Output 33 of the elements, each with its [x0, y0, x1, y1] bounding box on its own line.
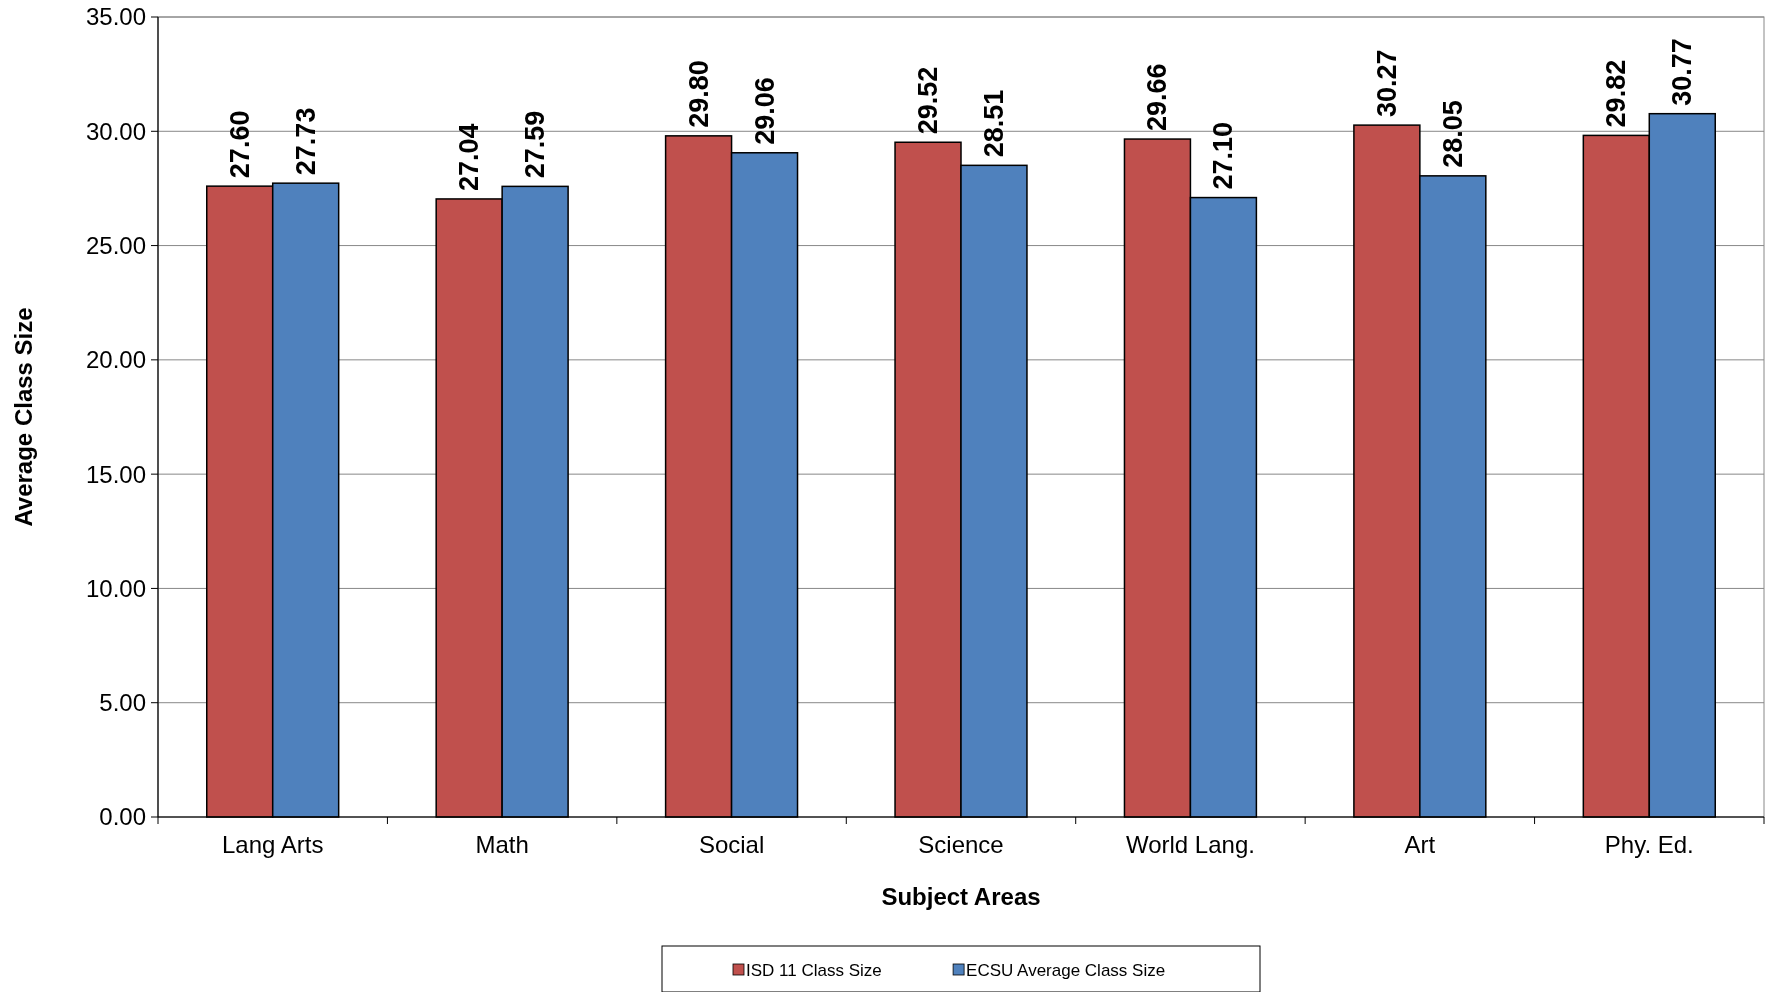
x-tick-label: World Lang.: [1125, 831, 1255, 858]
y-tick-label: 35.00: [85, 3, 146, 31]
y-tick-label: 20.00: [85, 346, 146, 374]
y-tick-label: 5.00: [99, 689, 146, 717]
x-tick-label: Math: [475, 831, 529, 858]
data-label: 29.52: [913, 66, 944, 135]
data-label: 27.10: [1208, 121, 1239, 190]
data-label: 29.06: [749, 77, 780, 145]
y-axis-title: Average Class Size: [10, 307, 37, 527]
data-label: 30.77: [1667, 38, 1698, 106]
data-label: 29.82: [1601, 59, 1632, 128]
x-tick-label: Art: [1404, 831, 1436, 858]
legend-label: ECSU Average Class Size: [966, 960, 1166, 980]
data-label: 27.73: [290, 107, 321, 176]
data-label: 28.51: [978, 89, 1009, 158]
data-label: 30.27: [1371, 49, 1402, 118]
y-tick-label: 10.00: [85, 574, 146, 602]
x-tick-label: Phy. Ed.: [1604, 831, 1694, 858]
data-label: 28.05: [1437, 100, 1468, 168]
x-tick-label: Lang Arts: [222, 831, 324, 858]
x-axis-title: Subject Areas: [881, 883, 1041, 910]
y-tick-label: 0.00: [99, 803, 146, 831]
x-tick-label: Social: [698, 831, 765, 858]
legend-label: ISD 11 Class Size: [746, 960, 882, 980]
y-tick-label: 25.00: [85, 231, 146, 259]
y-tick-label: 30.00: [85, 117, 146, 145]
data-label: 27.04: [454, 123, 485, 191]
y-tick-label: 15.00: [85, 460, 146, 488]
data-label: 29.66: [1142, 63, 1173, 132]
x-tick-label: Science: [918, 831, 1004, 858]
data-label: 29.80: [683, 60, 714, 128]
data-label: 27.60: [224, 110, 255, 179]
data-label: 27.59: [520, 110, 551, 179]
